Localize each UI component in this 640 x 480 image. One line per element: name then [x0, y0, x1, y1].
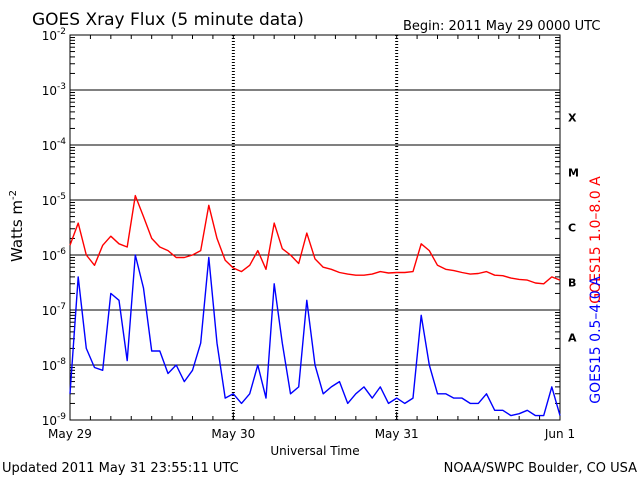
legend-blue-series: GOES15 0.5–4.0 A	[588, 276, 604, 404]
x-tick-label: May 29	[48, 427, 92, 441]
y-tick-label: 10-9	[42, 412, 67, 428]
y-tick-base: 10	[42, 249, 57, 263]
credit-label: NOAA/SWPC Boulder, CO USA	[444, 461, 637, 476]
y-tick-exponent: -6	[57, 247, 66, 257]
flare-class-label: B	[568, 277, 576, 290]
updated-timestamp: Updated 2011 May 31 23:55:11 UTC	[2, 461, 239, 476]
y-tick-exponent: -7	[57, 302, 66, 312]
x-axis-label: Universal Time	[270, 444, 359, 458]
y-axis-label-text: Watts m	[8, 200, 26, 262]
y-axis-label-exponent: -2	[8, 190, 19, 200]
x-axis: May 29 May 30 May 31 Jun 1	[48, 35, 575, 441]
legend-red-series: GOES15 1.0–8.0 A	[588, 176, 604, 304]
flare-class-labels: X M C B A	[568, 112, 579, 345]
y-axis-label: Watts m-2	[8, 190, 26, 262]
y-tick-label: 10-3	[42, 82, 66, 98]
chart-title: GOES Xray Flux (5 minute data)	[32, 10, 304, 30]
flare-class-label: X	[568, 112, 577, 125]
x-tick-label: Jun 1	[544, 427, 575, 441]
grid-lines	[70, 35, 560, 420]
flare-class-label: C	[568, 222, 576, 235]
series-line-blue	[69, 254, 561, 417]
y-tick-exponent: -2	[57, 27, 66, 37]
y-tick-base: 10	[42, 29, 57, 43]
y-tick-base: 10	[42, 414, 57, 428]
y-tick-label: 10-8	[42, 357, 67, 373]
y-tick-base: 10	[42, 139, 57, 153]
y-tick-exponent: -5	[57, 192, 66, 202]
y-tick-exponent: -3	[57, 82, 66, 92]
y-tick-label: 10-2	[42, 27, 66, 43]
y-tick-label: 10-5	[42, 192, 66, 208]
flare-class-label: A	[568, 332, 577, 345]
y-tick-label: 10-6	[42, 247, 67, 263]
y-tick-base: 10	[42, 84, 57, 98]
flare-class-label: M	[568, 167, 579, 180]
y-tick-label: 10-7	[42, 302, 66, 318]
y-tick-base: 10	[42, 304, 57, 318]
y-axis: 10-910-810-710-610-510-410-310-2	[42, 27, 560, 428]
begin-label: Begin: 2011 May 29 0000 UTC	[403, 19, 600, 34]
y-tick-label: 10-4	[42, 137, 67, 153]
y-tick-base: 10	[42, 359, 57, 373]
series-lines	[69, 194, 561, 417]
y-tick-exponent: -4	[57, 137, 66, 147]
y-tick-exponent: -9	[57, 412, 66, 422]
y-tick-exponent: -8	[57, 357, 66, 367]
series-line-red	[69, 194, 561, 285]
y-tick-base: 10	[42, 194, 57, 208]
x-tick-label: May 30	[211, 427, 255, 441]
x-tick-label: May 31	[375, 427, 419, 441]
